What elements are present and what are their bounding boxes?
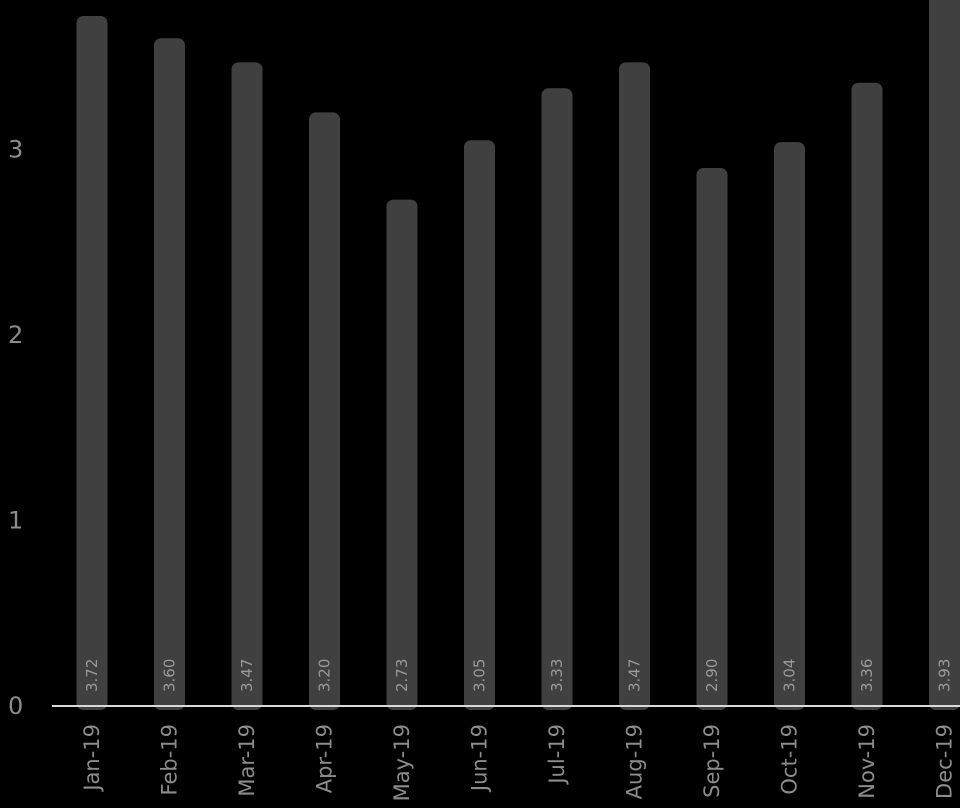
x-tick-Oct-19: Oct-19 xyxy=(778,724,802,795)
x-tick-Mar-19: Mar-19 xyxy=(235,724,259,797)
bar-Dec-19 xyxy=(929,0,960,710)
bar-Aug-19 xyxy=(619,62,650,710)
data-label-Jun-19: 3.05 xyxy=(471,659,489,692)
bar-Jul-19 xyxy=(541,88,573,710)
bar-Oct-19 xyxy=(774,142,805,710)
data-label-Sep-19: 2.90 xyxy=(703,659,721,692)
data-label-May-19: 2.73 xyxy=(393,659,411,692)
x-tick-Jul-19: Jul-19 xyxy=(545,724,569,786)
x-tick-Aug-19: Aug-19 xyxy=(623,724,647,799)
data-label-Dec-19: 3.93 xyxy=(936,659,954,692)
y-tick-0: 0 xyxy=(8,692,23,720)
y-tick-3: 3 xyxy=(8,136,23,164)
x-tick-Jan-19: Jan-19 xyxy=(80,724,104,793)
data-label-Nov-19: 3.36 xyxy=(858,659,876,692)
y-tick-1: 1 xyxy=(8,507,23,535)
bar-May-19 xyxy=(386,199,418,710)
bar-Nov-19 xyxy=(851,82,883,711)
x-tick-Dec-19: Dec-19 xyxy=(933,724,957,799)
data-label-Jul-19: 3.33 xyxy=(548,659,566,692)
x-tick-May-19: May-19 xyxy=(390,724,414,801)
data-label-Oct-19: 3.04 xyxy=(781,659,799,692)
bar-Mar-19 xyxy=(231,62,263,710)
bars-layer xyxy=(76,0,960,711)
x-tick-Jun-19: Jun-19 xyxy=(468,724,492,793)
x-tick-Apr-19: Apr-19 xyxy=(313,724,337,793)
bar-Jan-19 xyxy=(76,15,108,710)
data-label-Apr-19: 3.20 xyxy=(316,659,334,692)
data-label-Jan-19: 3.72 xyxy=(83,659,101,692)
data-label-Feb-19: 3.60 xyxy=(161,659,179,692)
bar-Jun-19 xyxy=(464,140,495,711)
bar-Apr-19 xyxy=(309,112,340,710)
bar-Sep-19 xyxy=(696,168,728,711)
y-tick-labels: 0 1 2 3 xyxy=(8,136,23,721)
y-tick-2: 2 xyxy=(8,321,23,349)
bar-Feb-19 xyxy=(154,38,185,710)
x-tick-labels: Jan-19 Feb-19 Mar-19 Apr-19 May-19 Jun-19 Jul-… xyxy=(80,724,957,801)
data-label-Mar-19: 3.47 xyxy=(238,659,256,692)
data-labels-layer: 3.72 3.60 3.47 3.20 2.73 3.05 3.33 3.47 2.90 3.04… xyxy=(83,659,954,692)
data-label-Aug-19: 3.47 xyxy=(626,659,644,692)
x-tick-Sep-19: Sep-19 xyxy=(700,724,724,798)
x-tick-Feb-19: Feb-19 xyxy=(158,724,182,795)
x-tick-Nov-19: Nov-19 xyxy=(855,724,879,799)
